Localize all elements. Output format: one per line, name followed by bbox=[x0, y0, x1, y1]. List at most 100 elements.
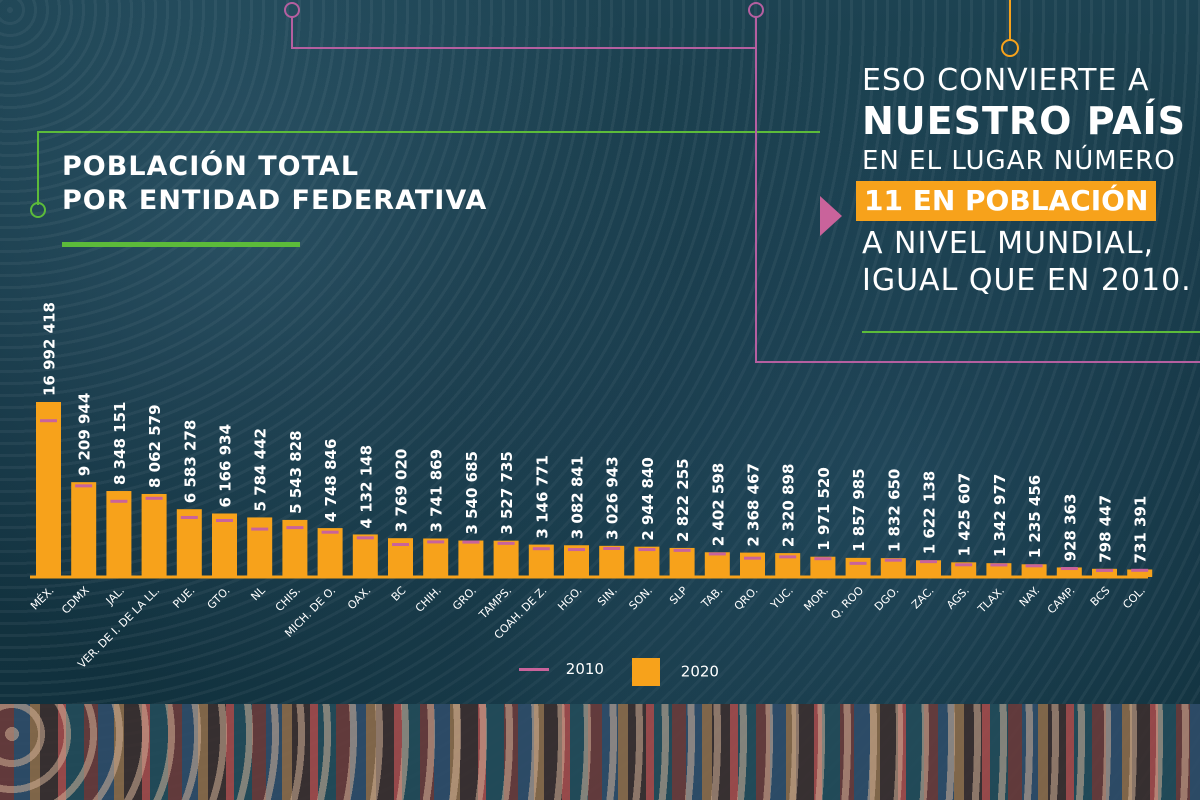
bar-value-label: 1 832 650 bbox=[885, 469, 903, 553]
bar-value-label: 3 146 771 bbox=[533, 455, 551, 539]
bar-value-label: 1 622 138 bbox=[921, 471, 939, 555]
bar-2020 bbox=[810, 556, 836, 577]
title-line-2: POR ENTIDAD FEDERATIVA bbox=[62, 185, 488, 216]
bar-value-label: 3 741 869 bbox=[428, 449, 446, 533]
marker-2010 bbox=[462, 540, 480, 544]
bar-value-label: 8 062 579 bbox=[146, 404, 164, 488]
category-tick-label: CHIH. bbox=[413, 584, 444, 615]
marker-2010 bbox=[884, 558, 902, 562]
crowd-photo-strip bbox=[0, 704, 1200, 800]
category-tick-label: HGO. bbox=[555, 584, 584, 613]
pointer-triangle-icon bbox=[820, 196, 842, 236]
category-tick-label: TAB. bbox=[698, 584, 725, 611]
bar-2020 bbox=[986, 563, 1012, 577]
bar-value-label: 2 368 467 bbox=[745, 463, 763, 547]
category-tick-label: AGS. bbox=[944, 584, 972, 612]
orange-accent-dot bbox=[1001, 39, 1019, 57]
bar-value-label: 5 784 442 bbox=[252, 428, 270, 512]
bar-2020 bbox=[106, 491, 132, 577]
bar-value-label: 8 348 151 bbox=[111, 402, 129, 486]
marker-2010 bbox=[75, 484, 93, 488]
legend-2010-swatch bbox=[519, 668, 549, 671]
category-tick-label: BC bbox=[389, 584, 409, 604]
green-accent-dot bbox=[30, 202, 46, 218]
category-tick-label: OAX. bbox=[345, 584, 373, 612]
bar-2020 bbox=[493, 540, 519, 577]
bar-value-label: 9 209 944 bbox=[76, 393, 94, 477]
category-tick-label: GTO. bbox=[205, 584, 233, 612]
category-tick-label: QRO. bbox=[732, 584, 761, 613]
marker-2010 bbox=[638, 548, 656, 552]
bar-2020 bbox=[352, 534, 378, 577]
category-tick-label: GRO. bbox=[450, 584, 479, 613]
category-tick-label: BCS bbox=[1088, 584, 1113, 609]
bar-value-label: 3 082 841 bbox=[569, 456, 587, 540]
bar-2020 bbox=[423, 538, 449, 577]
marker-2010 bbox=[814, 557, 832, 561]
category-tick-label: ZAC. bbox=[909, 584, 937, 612]
legend-2010-label: 2010 bbox=[565, 660, 604, 678]
marker-2010 bbox=[1025, 564, 1043, 568]
bar-2020 bbox=[1056, 567, 1082, 577]
marker-2010 bbox=[532, 547, 550, 551]
bar-2020 bbox=[704, 552, 730, 577]
category-tick-label: DGO. bbox=[872, 584, 901, 613]
marker-2010 bbox=[1096, 568, 1113, 572]
callout-text: ESO CONVIERTE A NUESTRO PAÍS EN EL LUGAR… bbox=[856, 62, 1192, 299]
marker-2010 bbox=[779, 555, 797, 559]
category-tick-label: PUE. bbox=[170, 584, 197, 611]
category-tick-label: COL. bbox=[1120, 584, 1148, 612]
marker-2010 bbox=[356, 536, 374, 540]
marker-2010 bbox=[1060, 567, 1078, 571]
callout-line-1: ESO CONVIERTE A bbox=[862, 63, 1150, 98]
bar-value-label: 731 391 bbox=[1132, 496, 1150, 564]
marker-2010 bbox=[286, 526, 304, 530]
marker-2010 bbox=[110, 499, 128, 503]
purple-accent-line-2 bbox=[755, 16, 1200, 363]
bar-value-label: 3 540 685 bbox=[463, 451, 481, 535]
category-tick-label: SON. bbox=[626, 584, 655, 613]
marker-2010 bbox=[216, 518, 233, 522]
bar-2020 bbox=[916, 560, 941, 577]
bar-value-label: 6 166 934 bbox=[217, 424, 235, 508]
bar-2020 bbox=[458, 540, 484, 577]
bar-2020 bbox=[775, 553, 801, 577]
marker-2010 bbox=[180, 515, 198, 519]
bar-2020 bbox=[634, 546, 660, 577]
purple-accent-line bbox=[291, 16, 756, 49]
bar-2020 bbox=[1092, 568, 1117, 577]
bar-value-label: 1 971 520 bbox=[815, 467, 833, 551]
bar-2020 bbox=[845, 557, 871, 577]
category-tick-label: NL bbox=[248, 583, 268, 603]
callout-line-4: A NIVEL MUNDIAL, bbox=[862, 226, 1155, 261]
bar-value-label: 1 425 607 bbox=[956, 473, 974, 557]
title-line-1: POBLACIÓN TOTAL bbox=[62, 151, 360, 182]
bar-value-label: 928 363 bbox=[1061, 494, 1079, 562]
category-tick-label: SLP bbox=[667, 584, 690, 607]
marker-2010 bbox=[427, 540, 445, 544]
bar-value-label: 3 769 020 bbox=[393, 449, 411, 533]
marker-2010 bbox=[744, 556, 761, 560]
bar-value-label: 2 822 255 bbox=[674, 458, 692, 542]
bar-2020 bbox=[669, 547, 695, 577]
marker-2010 bbox=[40, 419, 57, 423]
category-tick-label: MOR. bbox=[801, 584, 831, 614]
category-tick-label: JAL. bbox=[103, 584, 127, 608]
bar-value-label: 1 857 985 bbox=[850, 468, 868, 552]
category-tick-label: YUC. bbox=[768, 584, 796, 612]
legend-2020-swatch bbox=[632, 658, 660, 686]
purple-accent-dot-1 bbox=[284, 2, 300, 18]
category-tick-label: CAMP. bbox=[1045, 584, 1078, 617]
legend-2020-label: 2020 bbox=[680, 662, 719, 681]
green-accent-line bbox=[37, 131, 820, 205]
category-tick-label: TLAX. bbox=[975, 584, 1007, 616]
marker-2010 bbox=[920, 560, 937, 564]
marker-2010 bbox=[392, 543, 409, 547]
green-underline bbox=[62, 242, 300, 247]
marker-2010 bbox=[1131, 568, 1149, 572]
callout-line-3: EN EL LUGAR NÚMERO bbox=[862, 146, 1176, 176]
bar-value-label: 6 583 278 bbox=[181, 420, 199, 504]
